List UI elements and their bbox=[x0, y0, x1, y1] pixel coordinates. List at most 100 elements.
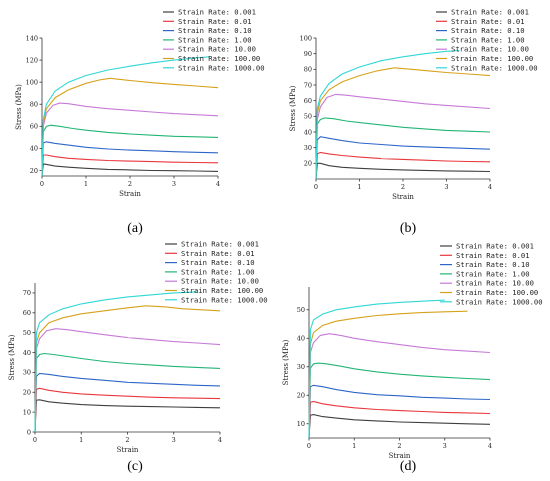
series-line-2 bbox=[34, 387, 221, 433]
series-line-4 bbox=[41, 124, 219, 177]
y-tick-label: 20 bbox=[23, 389, 31, 397]
series-line-6 bbox=[34, 305, 221, 433]
x-tick-label: 3 bbox=[443, 442, 447, 450]
legend-entry: Strain Rate: 0.10 bbox=[181, 258, 255, 267]
series-line-1 bbox=[315, 162, 491, 180]
y-tick-label: 0 bbox=[27, 428, 31, 436]
x-tick-label: 0 bbox=[314, 183, 318, 191]
legend-entry: Strain Rate: 100.00 bbox=[181, 286, 263, 295]
legend-entry: Strain Rate: 0.001 bbox=[451, 8, 529, 17]
x-axis-label: Strain bbox=[392, 193, 414, 201]
series-line-2 bbox=[315, 151, 491, 180]
legend-entry: Strain Rate: 10.00 bbox=[456, 279, 534, 288]
series-line-4 bbox=[34, 352, 221, 433]
legend-entry: Strain Rate: 0.01 bbox=[178, 17, 252, 26]
y-tick-label: 50 bbox=[23, 329, 31, 337]
y-tick-label: 40 bbox=[297, 335, 305, 343]
series-line-5 bbox=[34, 328, 221, 433]
series-line-1 bbox=[308, 414, 491, 439]
legend-entry: Strain Rate: 10.00 bbox=[178, 45, 256, 54]
x-axis-label: Strain bbox=[119, 190, 141, 198]
x-tick-label: 4 bbox=[488, 442, 492, 450]
x-tick-label: 0 bbox=[40, 180, 44, 188]
series-line-5 bbox=[308, 333, 491, 439]
y-tick-label: 40 bbox=[23, 349, 31, 357]
series-line-3 bbox=[34, 372, 221, 433]
series-line-3 bbox=[308, 384, 491, 439]
legend-entry: Strain Rate: 0.10 bbox=[451, 26, 525, 35]
x-tick-label: 0 bbox=[33, 436, 37, 444]
x-tick-label: 4 bbox=[216, 180, 220, 188]
y-tick-label: 80 bbox=[304, 66, 312, 74]
legend-entry: Strain Rate: 1.00 bbox=[451, 35, 525, 44]
legend-entry: Strain Rate: 1.00 bbox=[456, 269, 530, 278]
chart-panel-2: 0 1 2 3 4 20 30 40 50 60 70 80 90 100 Strain Stress (MP… bbox=[289, 8, 538, 237]
legend-entry: Strain Rate: 1.00 bbox=[178, 35, 252, 44]
y-tick-label: 140 bbox=[26, 34, 38, 42]
legend-entry: Strain Rate: 1.00 bbox=[181, 267, 255, 276]
chart-panel-4: 0 1 2 3 4 10 20 30 40 50 Strain Stress (MPa) Strain … bbox=[282, 242, 543, 475]
legend-entry: Strain Rate: 0.01 bbox=[451, 17, 525, 26]
legend-entry: Strain Rate: 10.00 bbox=[181, 277, 259, 286]
series-line-4 bbox=[308, 362, 491, 439]
legend-entry: Strain Rate: 100.00 bbox=[456, 288, 538, 297]
series-line-5 bbox=[41, 102, 219, 177]
y-tick-label: 60 bbox=[23, 309, 31, 317]
panel-caption: (c) bbox=[127, 459, 143, 474]
series-line-5 bbox=[315, 93, 491, 180]
series-line-7 bbox=[308, 299, 445, 439]
y-tick-label: 100 bbox=[300, 34, 312, 42]
series-line-7 bbox=[315, 49, 460, 180]
x-tick-label: 4 bbox=[218, 436, 222, 444]
legend-entry: Strain Rate: 0.01 bbox=[456, 251, 530, 260]
y-axis-label: Stress (MPa) bbox=[282, 339, 290, 385]
x-tick-label: 2 bbox=[125, 436, 129, 444]
legend-entry: Strain Rate: 1000.00 bbox=[456, 297, 543, 306]
legend-entry: Strain Rate: 1000.00 bbox=[181, 295, 268, 304]
legend-entry: Strain Rate: 0.001 bbox=[181, 240, 259, 249]
y-tick-label: 10 bbox=[23, 408, 31, 416]
y-axis-label: Stress (MPa) bbox=[289, 85, 297, 131]
legend-entry: Strain Rate: 0.001 bbox=[456, 242, 534, 251]
y-tick-label: 40 bbox=[30, 145, 38, 153]
x-tick-label: 3 bbox=[172, 180, 176, 188]
series-line-3 bbox=[41, 141, 219, 177]
x-tick-label: 3 bbox=[444, 183, 448, 191]
series-line-3 bbox=[315, 136, 491, 180]
series-line-2 bbox=[308, 400, 491, 439]
y-tick-label: 30 bbox=[304, 144, 312, 152]
y-tick-label: 20 bbox=[297, 392, 305, 400]
legend-entry: Strain Rate: 1000.00 bbox=[451, 63, 538, 72]
y-axis-label: Stress (MPa) bbox=[15, 84, 23, 130]
series-line-1 bbox=[34, 399, 221, 433]
x-axis-label: Strain bbox=[117, 446, 139, 454]
y-tick-label: 60 bbox=[304, 97, 312, 105]
panel-caption: (a) bbox=[127, 221, 143, 236]
y-tick-label: 30 bbox=[297, 363, 305, 371]
series-line-6 bbox=[308, 310, 468, 439]
x-tick-label: 1 bbox=[84, 180, 88, 188]
y-tick-label: 70 bbox=[304, 81, 312, 89]
legend-entry: Strain Rate: 0.10 bbox=[178, 26, 252, 35]
series-line-2 bbox=[41, 154, 219, 177]
x-tick-label: 2 bbox=[128, 180, 132, 188]
series-line-7 bbox=[34, 291, 197, 433]
series-line-7 bbox=[41, 56, 210, 177]
legend-entry: Strain Rate: 10.00 bbox=[451, 45, 529, 54]
y-tick-label: 70 bbox=[23, 289, 31, 297]
y-tick-label: 10 bbox=[297, 420, 305, 428]
x-tick-label: 3 bbox=[172, 436, 176, 444]
y-tick-label: 30 bbox=[23, 369, 31, 377]
y-tick-label: 50 bbox=[297, 306, 305, 314]
legend-entry: Strain Rate: 0.01 bbox=[181, 249, 255, 258]
y-axis-label: Stress (MPa) bbox=[8, 334, 16, 380]
series-line-4 bbox=[315, 117, 491, 180]
y-tick-label: 120 bbox=[26, 56, 38, 64]
series-line-6 bbox=[315, 67, 491, 180]
y-tick-label: 90 bbox=[304, 50, 312, 58]
